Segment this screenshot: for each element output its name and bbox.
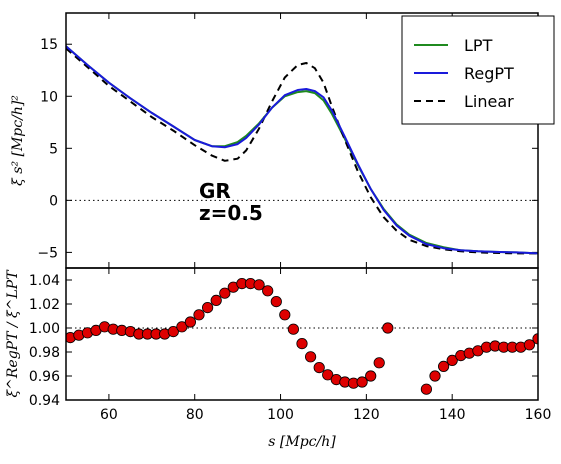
bottom-xlabel: s [Mpc/h] xyxy=(268,434,336,450)
top-ytick-label: 0 xyxy=(49,193,58,209)
bottom-xtick-label: 60 xyxy=(100,407,118,423)
top-ytick-label: 10 xyxy=(40,89,58,105)
ratio-point xyxy=(356,376,368,388)
ratio-point xyxy=(322,369,334,381)
legend-label-linear: Linear xyxy=(464,92,514,111)
ratio-point xyxy=(270,295,282,308)
top-ytick-label: 15 xyxy=(40,37,58,53)
ratio-point xyxy=(202,301,214,314)
bottom-xtick-label: 120 xyxy=(353,407,380,423)
ratio-point xyxy=(253,279,265,291)
bottom-ytick-label: 1.02 xyxy=(29,297,60,313)
ratio-point xyxy=(167,325,179,338)
legend-label-regpt: RegPT xyxy=(464,64,514,83)
bottom-ylabel: ξ^RegPT / ξ^LPT xyxy=(5,269,21,398)
ratio-point xyxy=(210,294,222,306)
ratio-point xyxy=(373,357,385,369)
bottom-ytick-label: 0.94 xyxy=(29,393,60,409)
annotation-gr: GR xyxy=(199,179,231,203)
ratio-point xyxy=(184,316,196,328)
series-line-regpt xyxy=(65,45,539,255)
ratio-point xyxy=(219,287,231,299)
legend-label-lpt: LPT xyxy=(464,36,493,55)
ratio-point xyxy=(523,339,536,351)
ratio-point xyxy=(176,321,188,333)
ratio-points xyxy=(66,277,538,395)
legend: LPT RegPT Linear xyxy=(401,15,555,125)
ratio-point xyxy=(287,323,299,335)
bottom-ytick-label: 1.00 xyxy=(29,321,60,337)
top-ytick-label: −5 xyxy=(37,245,58,261)
annotation-redshift: z=0.5 xyxy=(199,201,263,225)
ratio-point xyxy=(382,322,394,334)
ratio-point xyxy=(446,354,458,366)
ratio-point xyxy=(304,351,317,363)
ratio-point xyxy=(365,370,377,382)
bottom-ytick-label: 1.04 xyxy=(29,273,60,289)
bottom-ytick-label: 0.98 xyxy=(29,345,60,361)
bottom-ytick-label: 0.96 xyxy=(29,369,60,385)
ratio-point xyxy=(313,361,325,374)
top-ytick-label: 5 xyxy=(49,141,58,157)
bottom-xtick-label: 80 xyxy=(186,407,204,423)
ratio-point xyxy=(296,337,308,350)
bottom-axes-frame xyxy=(65,267,539,401)
top-ylabel: ξ s² [Mpc/h]² xyxy=(10,95,26,186)
ratio-point xyxy=(193,309,205,321)
ratio-point xyxy=(420,383,432,395)
ratio-point xyxy=(279,309,291,321)
bottom-xtick-label: 160 xyxy=(525,407,552,423)
top-panel: −5 0 5 10 15 ξ s² [Mpc/h]² xyxy=(10,12,539,269)
ratio-point xyxy=(429,370,441,382)
bottom-xtick-label: 100 xyxy=(267,407,294,423)
ratio-point xyxy=(262,285,274,297)
ratio-point xyxy=(437,360,450,372)
bottom-xtick-label: 140 xyxy=(439,407,466,423)
legend-box xyxy=(401,15,555,125)
bottom-panel: 0.94 0.96 0.98 1.00 1.02 1.04 60 80 100 120 140 160… xyxy=(5,267,552,450)
